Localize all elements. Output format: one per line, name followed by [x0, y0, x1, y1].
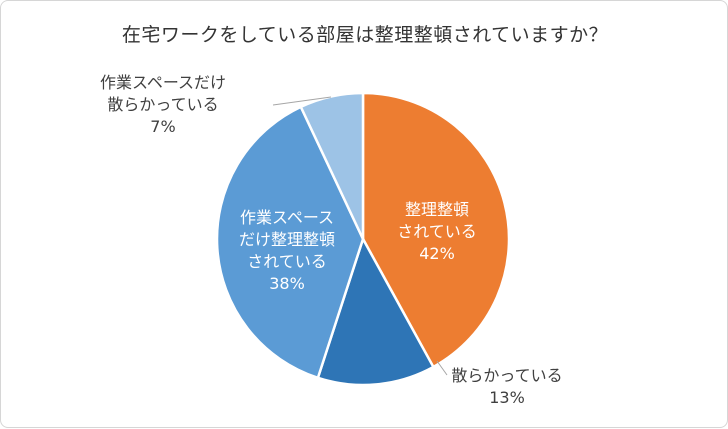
slice-label-organized: 整理整頓: [405, 200, 469, 219]
pie-slice-organized: [361, 91, 511, 369]
data-label-messy: 13%: [489, 388, 525, 407]
slice-label-workspace-organized: だけ整理整頓: [239, 230, 335, 249]
slice-label-workspace-organized: されている: [247, 252, 327, 271]
slice-label-workspace-organized: 作業スペース: [240, 208, 334, 227]
pie-slice-workspace-organized: [215, 105, 365, 380]
slice-label-organized: されている: [397, 222, 477, 241]
leader-line-workspace-messy: [272, 96, 332, 106]
slice-label-workspace-messy: 作業スペースだけ: [100, 73, 226, 92]
data-label-workspace-organized: 38%: [269, 274, 305, 293]
pie-slice-messy: [316, 237, 435, 387]
pie-slice-workspace-messy: [299, 91, 365, 241]
slice-label-messy: 散らかっている: [451, 366, 562, 385]
leader-line-messy: [436, 360, 448, 376]
data-label-workspace-messy: 7%: [150, 117, 175, 136]
slice-label-workspace-messy: 散らかっている: [107, 95, 218, 114]
chart-title: 在宅ワークをしている部屋は整理整頓されていますか？: [121, 24, 609, 46]
data-label-organized: 42%: [419, 244, 455, 263]
